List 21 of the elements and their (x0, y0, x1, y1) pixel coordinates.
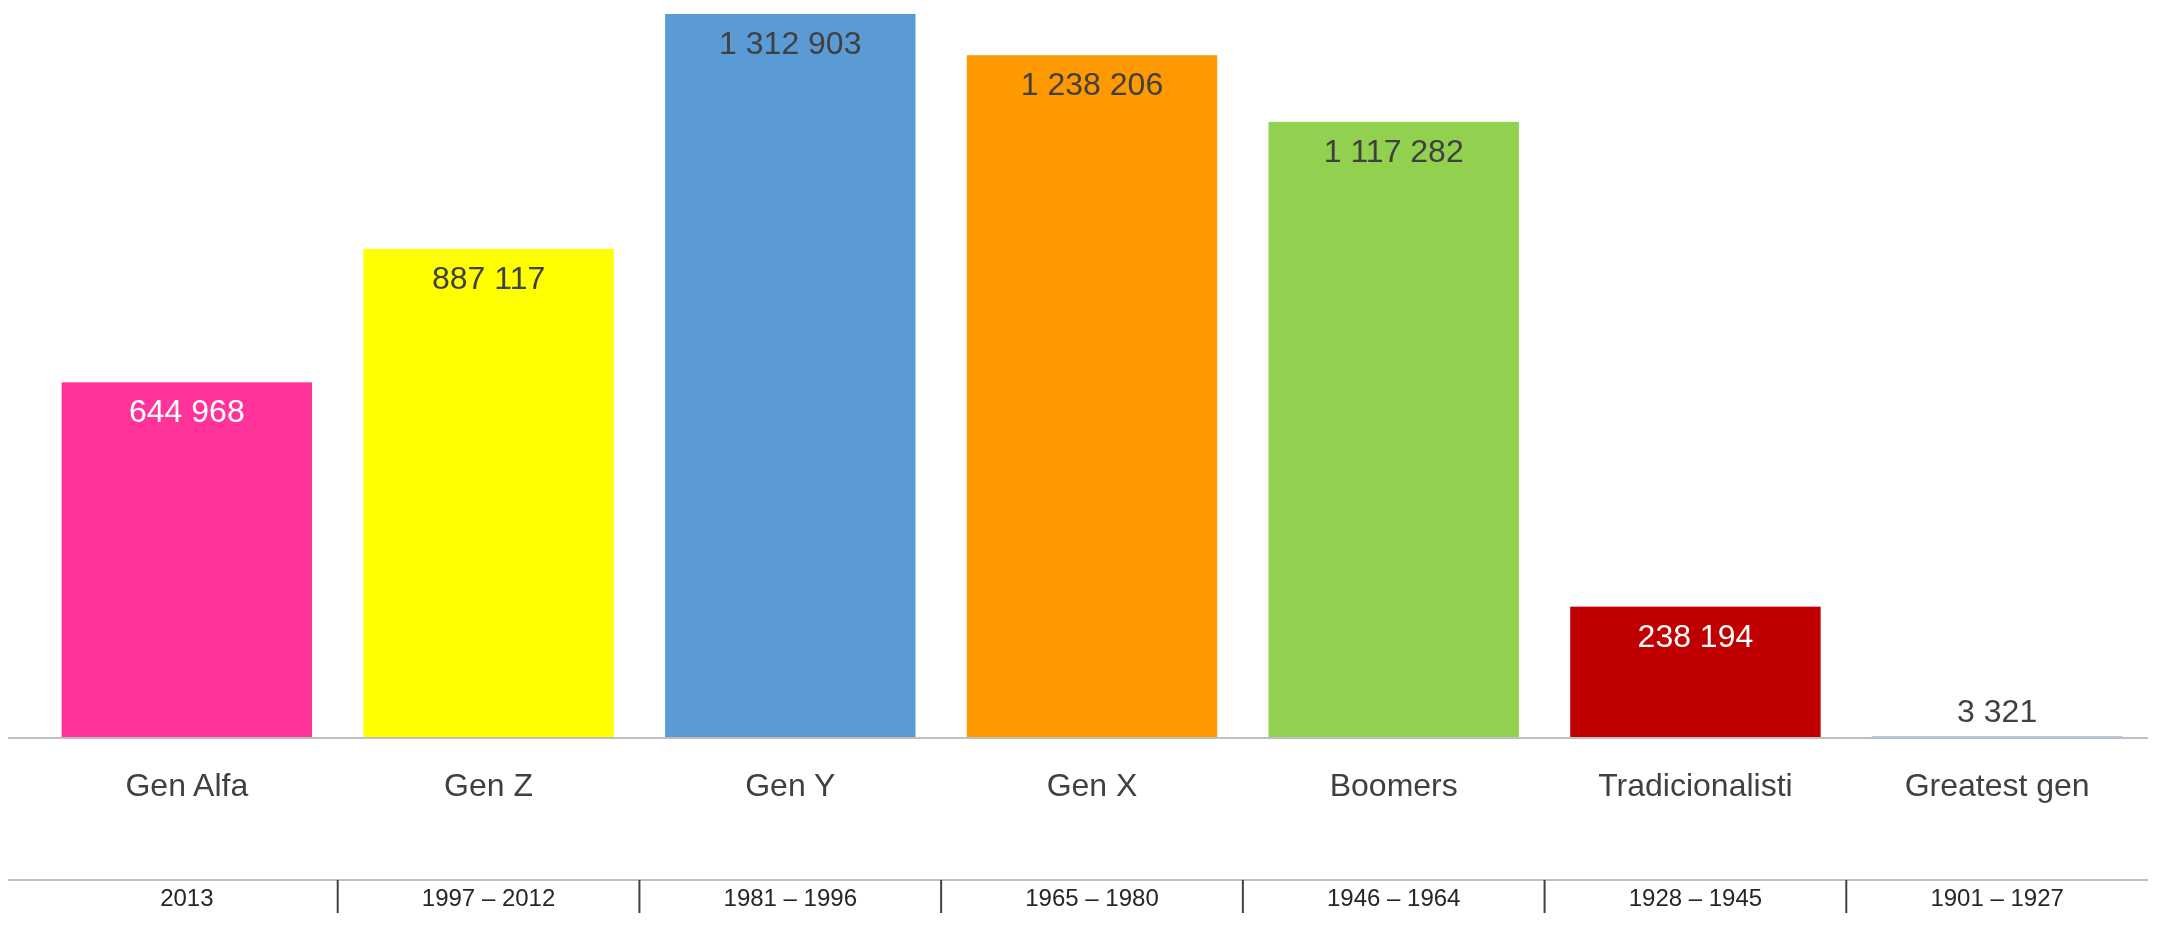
data-label: 887 117 (431, 259, 546, 296)
x-tick-label: Greatest gen (1904, 767, 2090, 803)
text: 1928 – 1945 (1628, 884, 1763, 911)
text: 1901 – 1927 (1930, 884, 2064, 911)
x-tick-label: Gen Y (745, 767, 836, 803)
data-label: 238 194 (1637, 617, 1754, 654)
data-label: 1 117 282 (1323, 132, 1464, 169)
x-tick-label: Tradicionalisti (1598, 767, 1793, 803)
text: 2013 (160, 884, 214, 911)
text: 1965 – 1980 (1025, 884, 1159, 911)
x-tick-label: Boomers (1329, 767, 1458, 803)
text: 1997 – 2012 (421, 884, 556, 911)
data-label: 1 238 206 (1020, 66, 1164, 103)
x-tick-label: Gen X (1046, 767, 1138, 803)
x-tick-label: Gen Alfa (125, 767, 249, 803)
data-label: 644 968 (129, 393, 245, 430)
x-tick-label: Gen Z (444, 767, 534, 803)
text: 1981 – 1996 (723, 884, 858, 911)
data-label: 1 312 903 (719, 25, 862, 61)
text: 1946 – 1964 (1326, 884, 1461, 911)
data-label: 3 321 (1957, 693, 2038, 730)
